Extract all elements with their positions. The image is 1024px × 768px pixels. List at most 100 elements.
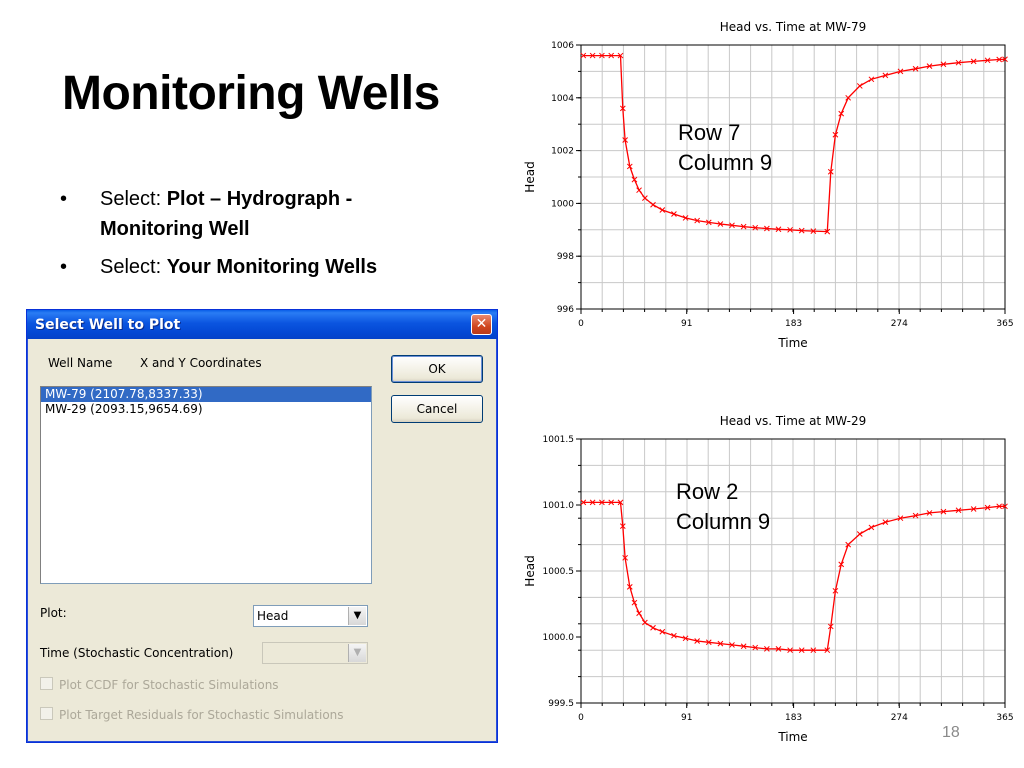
data-point bbox=[912, 512, 919, 519]
data-point bbox=[926, 510, 933, 516]
data-point bbox=[827, 623, 834, 630]
chart-svg: Head vs. Time at MW-29 0 91 183 274 365 999.5 1… bbox=[523, 414, 1014, 744]
data-point bbox=[868, 76, 875, 83]
data-point bbox=[580, 499, 587, 506]
data-point bbox=[752, 644, 759, 651]
data-point bbox=[608, 52, 615, 59]
data-point bbox=[787, 647, 793, 654]
bullet-glyph: • bbox=[60, 256, 68, 278]
data-point bbox=[659, 628, 666, 635]
chart-title: Head vs. Time at MW-29 bbox=[720, 414, 867, 428]
residuals-checkbox-row[interactable]: Plot Target Residuals for Stochastic Sim… bbox=[40, 707, 344, 722]
data-point bbox=[650, 201, 656, 208]
data-point bbox=[838, 110, 845, 117]
data-point bbox=[827, 168, 834, 175]
ccdf-checkbox-row[interactable]: Plot CCDF for Stochastic Simulations bbox=[40, 677, 279, 692]
plot-label: Plot: bbox=[40, 606, 67, 620]
data-point bbox=[845, 94, 852, 101]
data-point bbox=[705, 219, 712, 226]
data-point bbox=[617, 499, 624, 506]
y-tick-label: 1006 bbox=[551, 41, 574, 51]
data-point bbox=[984, 504, 991, 511]
x-tick-label: 274 bbox=[891, 713, 908, 723]
y-axis-label: Head bbox=[523, 161, 537, 192]
x-axis-label: Time bbox=[777, 336, 807, 350]
data-point bbox=[856, 531, 863, 537]
data-point bbox=[682, 635, 689, 642]
chart2-annotation: Row 2 Column 9 bbox=[676, 477, 770, 537]
hydrograph-chart-mw29: Head vs. Time at MW-29 0 91 183 274 365 999.5 1… bbox=[520, 408, 1020, 758]
y-tick-label: 1000.5 bbox=[543, 567, 575, 577]
data-point bbox=[752, 224, 759, 231]
y-axis-label: Head bbox=[523, 555, 537, 586]
data-point bbox=[694, 217, 701, 224]
bullet-item: • Select: Plot – Hydrograph - Monitoring… bbox=[60, 184, 440, 244]
data-point bbox=[996, 503, 1003, 510]
x-tick-label: 365 bbox=[996, 713, 1013, 723]
ok-button[interactable]: OK bbox=[391, 355, 483, 383]
bullet-glyph: • bbox=[60, 188, 68, 210]
data-point bbox=[798, 647, 805, 654]
x-tick-label: 0 bbox=[578, 713, 584, 723]
x-tick-label: 365 bbox=[996, 319, 1013, 329]
data-point bbox=[764, 646, 770, 652]
data-point bbox=[589, 52, 596, 59]
select-well-dialog: Select Well to Plot ✕ Well Name X and Y … bbox=[26, 309, 498, 743]
ccdf-checkbox-label: Plot CCDF for Stochastic Simulations bbox=[59, 678, 279, 692]
bullet-bold: Plot – Hydrograph - Monitoring Well bbox=[100, 188, 353, 240]
data-point bbox=[671, 211, 677, 217]
data-point bbox=[642, 619, 648, 626]
data-point bbox=[740, 643, 747, 650]
data-point bbox=[970, 506, 977, 512]
data-point bbox=[882, 72, 889, 79]
bullet-prefix: Select: bbox=[100, 256, 167, 278]
data-point bbox=[955, 507, 962, 514]
data-point bbox=[619, 105, 626, 112]
x-tick-label: 183 bbox=[785, 319, 802, 329]
residuals-checkbox[interactable] bbox=[40, 707, 53, 720]
column-header-well-name: Well Name bbox=[48, 356, 113, 370]
chevron-down-icon[interactable]: ▼ bbox=[348, 607, 366, 625]
close-icon[interactable]: ✕ bbox=[471, 314, 492, 335]
well-listbox[interactable]: MW-79 (2107.78,8337.33) MW-29 (2093.15,9… bbox=[40, 386, 372, 584]
data-point bbox=[996, 56, 1003, 63]
data-point bbox=[622, 554, 628, 561]
data-point bbox=[717, 640, 724, 647]
list-item[interactable]: MW-29 (2093.15,9654.69) bbox=[45, 402, 203, 416]
chart1-annotation: Row 7 Column 9 bbox=[678, 118, 772, 178]
data-point bbox=[1002, 503, 1008, 510]
data-point bbox=[659, 207, 666, 213]
list-item[interactable]: MW-79 (2107.78,8337.33) bbox=[41, 387, 371, 402]
data-point bbox=[856, 83, 863, 89]
ccdf-checkbox[interactable] bbox=[40, 677, 53, 690]
data-point bbox=[671, 632, 677, 639]
data-point bbox=[832, 131, 839, 138]
time-select[interactable]: ▼ bbox=[262, 642, 368, 664]
data-point bbox=[682, 215, 689, 221]
data-point bbox=[589, 499, 596, 506]
y-tick-label: 996 bbox=[557, 305, 574, 315]
data-point bbox=[824, 647, 831, 654]
x-tick-label: 91 bbox=[681, 319, 692, 329]
data-point bbox=[626, 583, 633, 590]
plot-select[interactable]: Head ▼ bbox=[253, 605, 368, 627]
chevron-down-icon[interactable]: ▼ bbox=[348, 644, 366, 662]
bullet-item: • Select: Your Monitoring Wells bbox=[60, 252, 440, 282]
chart2-annotation-column: Column 9 bbox=[676, 509, 771, 534]
x-axis-label: Time bbox=[777, 730, 807, 744]
data-point bbox=[642, 195, 648, 201]
x-tick-label: 0 bbox=[578, 319, 584, 329]
data-point bbox=[717, 221, 724, 227]
bullet-list: • Select: Plot – Hydrograph - Monitoring… bbox=[60, 184, 440, 290]
cancel-button[interactable]: Cancel bbox=[391, 395, 483, 423]
data-point bbox=[838, 561, 845, 568]
data-point bbox=[868, 524, 875, 531]
data-point bbox=[619, 523, 626, 529]
dialog-title: Select Well to Plot bbox=[35, 317, 181, 333]
data-point bbox=[631, 176, 638, 183]
data-point bbox=[1002, 56, 1008, 63]
dialog-titlebar[interactable]: Select Well to Plot ✕ bbox=[27, 310, 497, 339]
page-number: 18 bbox=[942, 724, 960, 741]
column-header-coordinates: X and Y Coordinates bbox=[140, 356, 262, 370]
data-point bbox=[940, 508, 947, 515]
